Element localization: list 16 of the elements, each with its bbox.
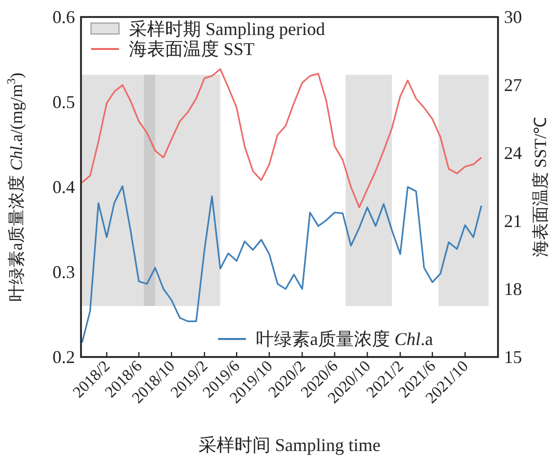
y2-tick-label: 24 xyxy=(504,143,522,163)
y-tick-label: 0.5 xyxy=(52,92,75,112)
y2-tick-label: 18 xyxy=(504,279,522,299)
legend-label: 采样时期 Sampling period xyxy=(129,19,325,39)
y2-axis-title: 海表面温度 SST/℃ xyxy=(531,116,550,258)
y2-tick-label: 21 xyxy=(504,211,522,231)
y2-tick-label: 15 xyxy=(504,347,522,367)
y-tick-label: 0.4 xyxy=(52,177,75,197)
legend-label: 海表面温度 SST xyxy=(129,39,255,59)
y-tick-label: 0.2 xyxy=(52,347,75,367)
y-tick-label: 0.6 xyxy=(52,7,75,27)
x-axis-title: 采样时间 Sampling time xyxy=(198,435,381,455)
y2-tick-label: 27 xyxy=(504,75,522,95)
y-tick-label: 0.3 xyxy=(52,262,75,282)
legend-label: 叶绿素a质量浓度 Chl.a xyxy=(256,329,434,349)
y2-tick-label: 30 xyxy=(504,7,522,27)
